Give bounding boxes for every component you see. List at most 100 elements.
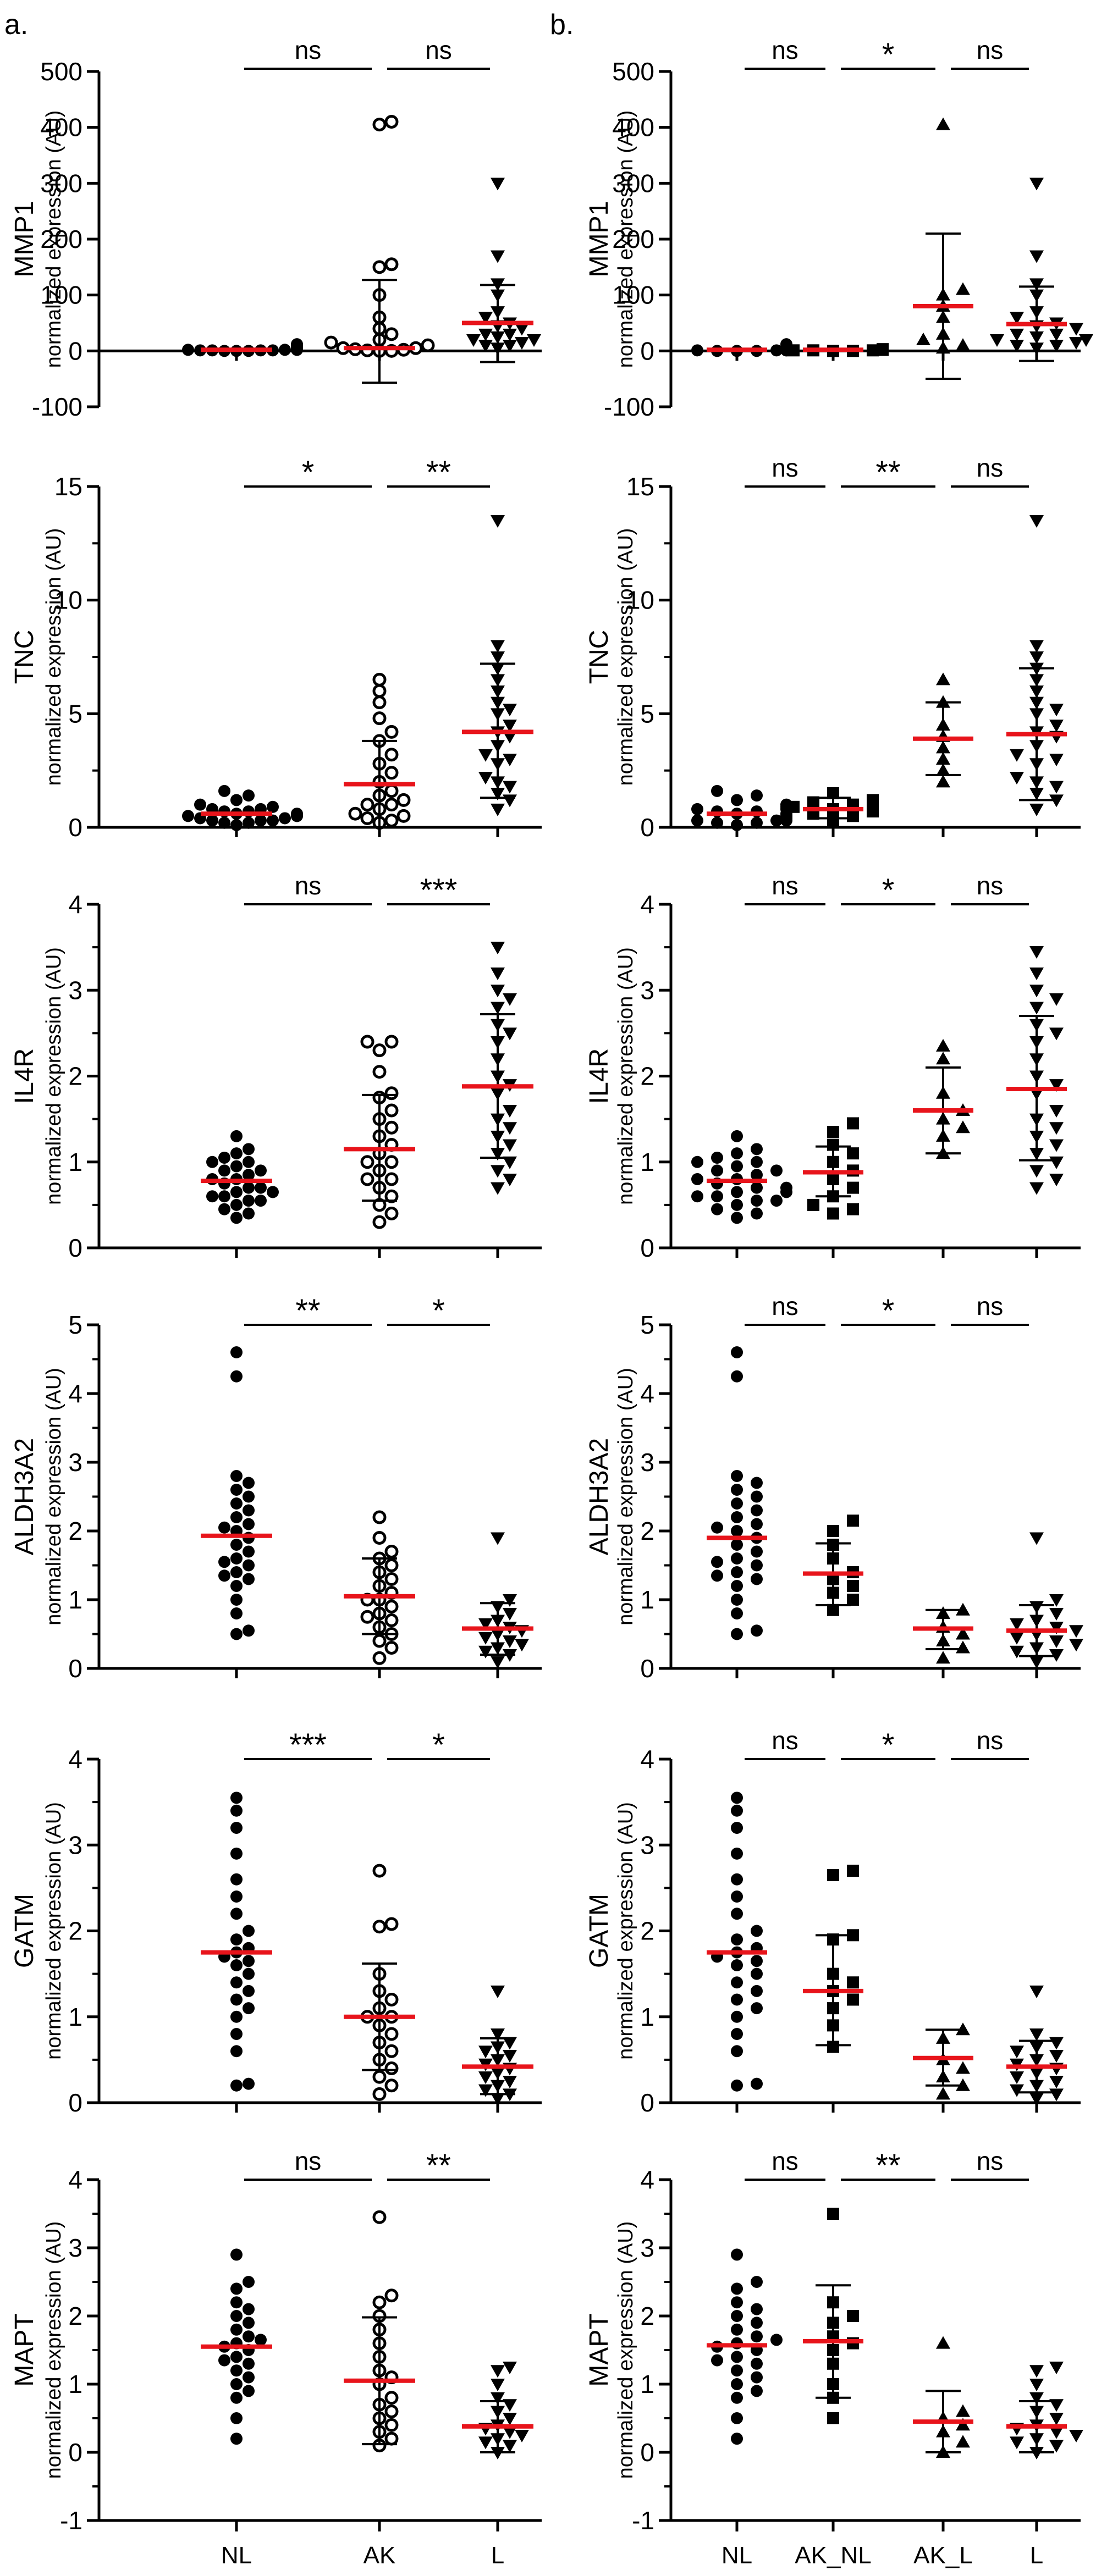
data-point xyxy=(243,2357,255,2370)
data-point xyxy=(711,1521,723,1534)
data-point xyxy=(751,1573,763,1585)
data-point xyxy=(503,1027,517,1041)
data-point xyxy=(324,335,338,350)
data-point xyxy=(384,1189,399,1203)
data-point xyxy=(218,1164,230,1177)
data-point xyxy=(711,2354,723,2367)
data-point xyxy=(751,2002,763,2015)
data-point xyxy=(751,1207,763,1220)
data-point xyxy=(372,1531,387,1545)
data-point xyxy=(384,2079,399,2093)
data-point xyxy=(206,814,218,827)
data-point xyxy=(491,968,505,980)
y-axis-gene-label: IL4R xyxy=(585,1048,614,1104)
y-axis-gene-label: GATM xyxy=(585,1894,614,1968)
data-point xyxy=(503,2440,517,2453)
data-point xyxy=(384,2404,399,2419)
data-point xyxy=(956,2435,970,2448)
data-point xyxy=(751,1624,763,1637)
data-point xyxy=(230,2010,243,2023)
data-point xyxy=(491,1182,505,1195)
data-point xyxy=(827,1869,839,1881)
data-point xyxy=(491,2379,505,2391)
data-point xyxy=(503,1635,517,1648)
data-point xyxy=(230,2323,243,2336)
data-point xyxy=(1049,2075,1064,2088)
data-point xyxy=(1010,2046,1024,2059)
data-point xyxy=(194,798,206,811)
x-category-label: AK_NL xyxy=(795,2542,871,2569)
data-point xyxy=(711,1190,723,1203)
y-tick-label: 4 xyxy=(640,1379,654,1408)
y-tick-label: 200 xyxy=(612,225,654,253)
significance-label: * xyxy=(302,455,315,490)
data-point xyxy=(491,1002,505,1015)
data-point xyxy=(1010,749,1024,762)
data-point xyxy=(230,1890,243,1903)
data-point xyxy=(372,260,387,274)
data-point xyxy=(936,2087,950,2100)
data-point xyxy=(491,515,505,528)
data-point xyxy=(230,1580,243,1592)
data-point xyxy=(230,1370,243,1383)
data-point xyxy=(751,2371,763,2384)
data-point xyxy=(491,178,505,191)
data-point xyxy=(230,819,243,831)
data-point xyxy=(1049,2037,1064,2050)
y-tick-label: -1 xyxy=(60,2506,82,2535)
data-point xyxy=(867,344,879,357)
data-point xyxy=(956,1602,970,1616)
data-point xyxy=(956,2404,970,2417)
data-point xyxy=(491,250,505,263)
data-point xyxy=(956,2061,970,2074)
y-tick-label: 3 xyxy=(68,1831,82,1859)
data-point xyxy=(691,344,703,357)
data-point xyxy=(491,1532,505,1545)
y-tick-label: 2 xyxy=(68,1517,82,1545)
data-point xyxy=(847,2310,859,2322)
y-axis-unit-label: normalized expression (AU) xyxy=(42,110,65,368)
panel-label-b: b. xyxy=(550,9,574,41)
data-point xyxy=(1029,278,1044,291)
data-point xyxy=(1049,1635,1064,1648)
data-point xyxy=(1069,337,1083,350)
data-point xyxy=(731,1346,743,1358)
data-point xyxy=(230,1847,243,1860)
y-tick-label: 0 xyxy=(640,336,654,365)
data-point xyxy=(731,1792,743,1804)
y-tick-label: 4 xyxy=(68,1745,82,1773)
data-point xyxy=(1029,640,1044,653)
data-point xyxy=(731,1147,743,1160)
data-point xyxy=(1029,2028,1044,2041)
data-point xyxy=(731,1847,743,1860)
data-point xyxy=(807,1198,819,1211)
y-axis-unit-label: normalized expression (AU) xyxy=(614,528,637,786)
y-axis-gene-label: IL4R xyxy=(10,1048,39,1104)
data-point xyxy=(1029,1656,1044,1669)
significance-label: * xyxy=(882,37,895,73)
data-point xyxy=(770,814,783,827)
data-point xyxy=(1049,2362,1064,2374)
data-point xyxy=(916,333,930,345)
y-tick-label: 1 xyxy=(68,1585,82,1614)
data-point xyxy=(230,1566,243,1578)
significance-label: ns xyxy=(425,36,452,64)
data-point xyxy=(478,2071,493,2085)
data-point xyxy=(1029,250,1044,263)
data-point xyxy=(731,1525,743,1537)
data-point xyxy=(691,803,703,815)
y-tick-label: 4 xyxy=(640,2165,654,2194)
data-point xyxy=(1049,1608,1064,1621)
data-point xyxy=(243,2276,255,2288)
data-point xyxy=(243,1143,255,1156)
y-tick-label: 0 xyxy=(640,2088,654,2117)
data-point xyxy=(770,2334,783,2346)
data-point xyxy=(1049,328,1064,341)
data-point xyxy=(1029,803,1044,816)
data-point xyxy=(1049,2413,1064,2425)
y-tick-label: 300 xyxy=(40,169,82,197)
data-point xyxy=(780,1181,792,1194)
data-point xyxy=(751,1477,763,1489)
y-axis-unit-label: normalized expression (AU) xyxy=(42,1802,65,2060)
data-point xyxy=(230,2310,243,2322)
